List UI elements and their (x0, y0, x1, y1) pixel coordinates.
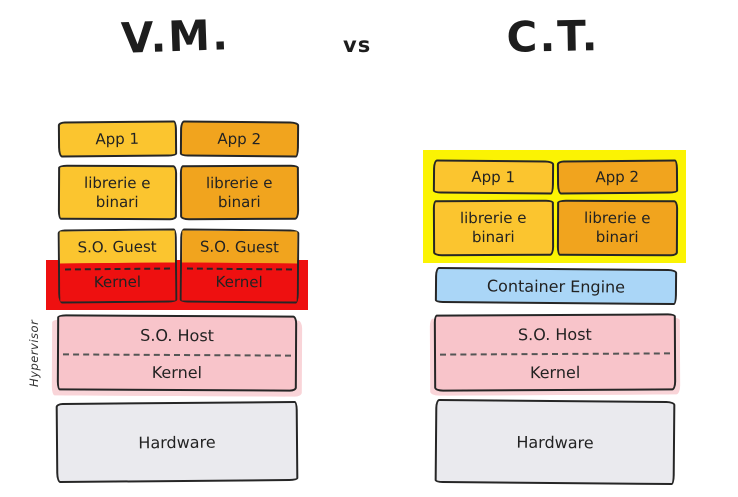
ct-container-engine-box: Container Engine (434, 266, 678, 306)
vm-guest1-kernel-label: Kernel (59, 262, 175, 302)
vm-app2-box: App 2 (179, 120, 299, 158)
vm-lib2-box: librerie e binari (179, 164, 299, 221)
hypervisor-label: Hypervisor (27, 319, 41, 387)
vm-app1-box: App 1 (57, 120, 177, 158)
ct-host-kernel-label: Kernel (529, 362, 581, 382)
vm-host-box: S.O. Host Kernel (56, 314, 298, 392)
ct-app-row: App 1 App 2 (432, 159, 678, 195)
vm-guest-row: S.O. Guest Kernel S.O. Guest Kernel (57, 228, 299, 304)
ct-title: C.T. (506, 11, 600, 62)
ct-app2-box: App 2 (556, 159, 678, 195)
vm-guest1-os-label: S.O. Guest (59, 230, 175, 264)
vm-title: V.M. (120, 10, 231, 63)
ct-host-box: S.O. Host Kernel (433, 313, 677, 392)
vm-app-row: App 1 App 2 (57, 120, 299, 158)
vm-host-kernel-label: Kernel (151, 362, 203, 383)
vm-host-os-label: S.O. Host (140, 325, 215, 346)
vm-guest1-box: S.O. Guest Kernel (57, 228, 177, 304)
vm-hardware-box: Hardware (55, 400, 299, 484)
vm-guest2-kernel-label: Kernel (181, 262, 297, 302)
ct-lib2-box: librerie e binari (556, 199, 678, 257)
ct-lib-row: librerie e binari librerie e binari (432, 199, 678, 257)
vm-guest2-box: S.O. Guest Kernel (179, 228, 299, 304)
ct-lib1-box: librerie e binari (432, 199, 554, 257)
vm-guest2-os-label: S.O. Guest (181, 230, 297, 264)
ct-host-os-label: S.O. Host (517, 324, 592, 345)
ct-app1-box: App 1 (432, 159, 554, 195)
vm-lib-row: librerie e binari librerie e binari (57, 164, 299, 221)
ct-hardware-box: Hardware (434, 398, 676, 486)
vm-lib1-box: librerie e binari (57, 164, 177, 221)
vs-label: vs (343, 33, 372, 57)
